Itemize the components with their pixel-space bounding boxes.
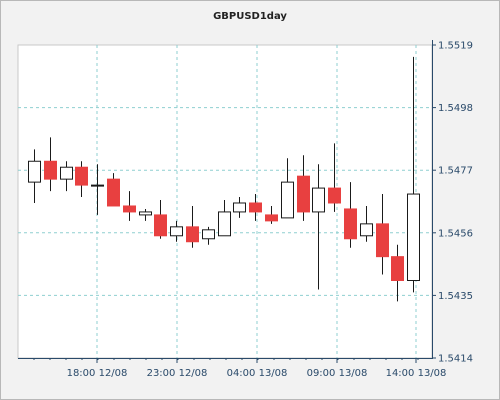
candle-body-down bbox=[344, 208, 357, 240]
chart-title: GBPUSD1day bbox=[213, 11, 287, 22]
candle bbox=[202, 226, 215, 245]
candle bbox=[123, 191, 136, 221]
candle-body-up bbox=[312, 187, 325, 213]
x-axis-ticks: 18:00 12/08 23:00 12/08 04:00 13/08 09:00 1… bbox=[33, 358, 447, 379]
candle bbox=[107, 173, 120, 207]
candle bbox=[60, 161, 73, 192]
y-tick-label: 1.5456 bbox=[438, 228, 473, 239]
candle-body-up bbox=[360, 223, 373, 237]
x-tick-label: 04:00 13/08 bbox=[227, 368, 288, 379]
x-tick-label: 14:00 13/08 bbox=[386, 368, 447, 379]
candles bbox=[28, 56, 420, 302]
candle-body-up bbox=[139, 211, 152, 216]
y-tick-label: 1.5414 bbox=[438, 354, 473, 365]
candle-body-up bbox=[218, 211, 231, 237]
candle bbox=[139, 208, 152, 221]
candle-body-down bbox=[123, 205, 136, 213]
candle-body-down bbox=[249, 202, 262, 213]
candle bbox=[218, 200, 231, 237]
y-axis-ticks: 1.5519 1.5498 1.5477 1.5456 1.5435 1.5414 bbox=[432, 41, 473, 365]
candle-body-down bbox=[154, 214, 167, 237]
candle-body-down bbox=[186, 226, 199, 243]
candle-body-up bbox=[233, 202, 246, 213]
candle-body-down bbox=[391, 256, 404, 281]
candle bbox=[265, 205, 278, 224]
x-tick-label: 09:00 13/08 bbox=[307, 368, 368, 379]
candle bbox=[360, 205, 373, 242]
candle bbox=[344, 182, 357, 248]
candle bbox=[170, 220, 183, 242]
candle-body-up bbox=[281, 181, 294, 219]
candle bbox=[297, 155, 310, 221]
candle-body-down bbox=[297, 175, 310, 213]
candle-body-down bbox=[44, 160, 57, 180]
x-tick-label: 23:00 12/08 bbox=[147, 368, 208, 379]
candle bbox=[407, 56, 420, 293]
candle-body-down bbox=[75, 166, 88, 186]
candle bbox=[186, 205, 199, 248]
candle bbox=[91, 164, 104, 215]
y-tick-label: 1.5477 bbox=[438, 166, 473, 177]
candle-body-down bbox=[328, 187, 341, 204]
candle bbox=[376, 194, 389, 275]
candle-body-up bbox=[28, 160, 41, 183]
candle-body-down bbox=[376, 223, 389, 258]
candle-body-up bbox=[202, 229, 215, 240]
candle bbox=[75, 161, 88, 198]
candle bbox=[44, 137, 57, 192]
candle-body-down bbox=[265, 214, 278, 222]
y-tick-label: 1.5498 bbox=[438, 103, 473, 114]
candle bbox=[312, 164, 325, 290]
candle-body-down bbox=[107, 178, 120, 207]
candle bbox=[154, 200, 167, 239]
candle-body-up bbox=[407, 193, 420, 281]
candle-body-up bbox=[60, 166, 73, 180]
y-tick-label: 1.5435 bbox=[438, 291, 473, 302]
candle bbox=[391, 244, 404, 302]
candle bbox=[281, 158, 294, 219]
candle-body-up bbox=[170, 226, 183, 237]
candle-body-up bbox=[91, 184, 104, 187]
candle bbox=[328, 143, 341, 212]
candle bbox=[233, 197, 246, 218]
candle bbox=[28, 149, 41, 203]
x-tick-label: 18:00 12/08 bbox=[67, 368, 128, 379]
candle bbox=[249, 194, 262, 221]
y-tick-label: 1.5519 bbox=[438, 41, 473, 52]
